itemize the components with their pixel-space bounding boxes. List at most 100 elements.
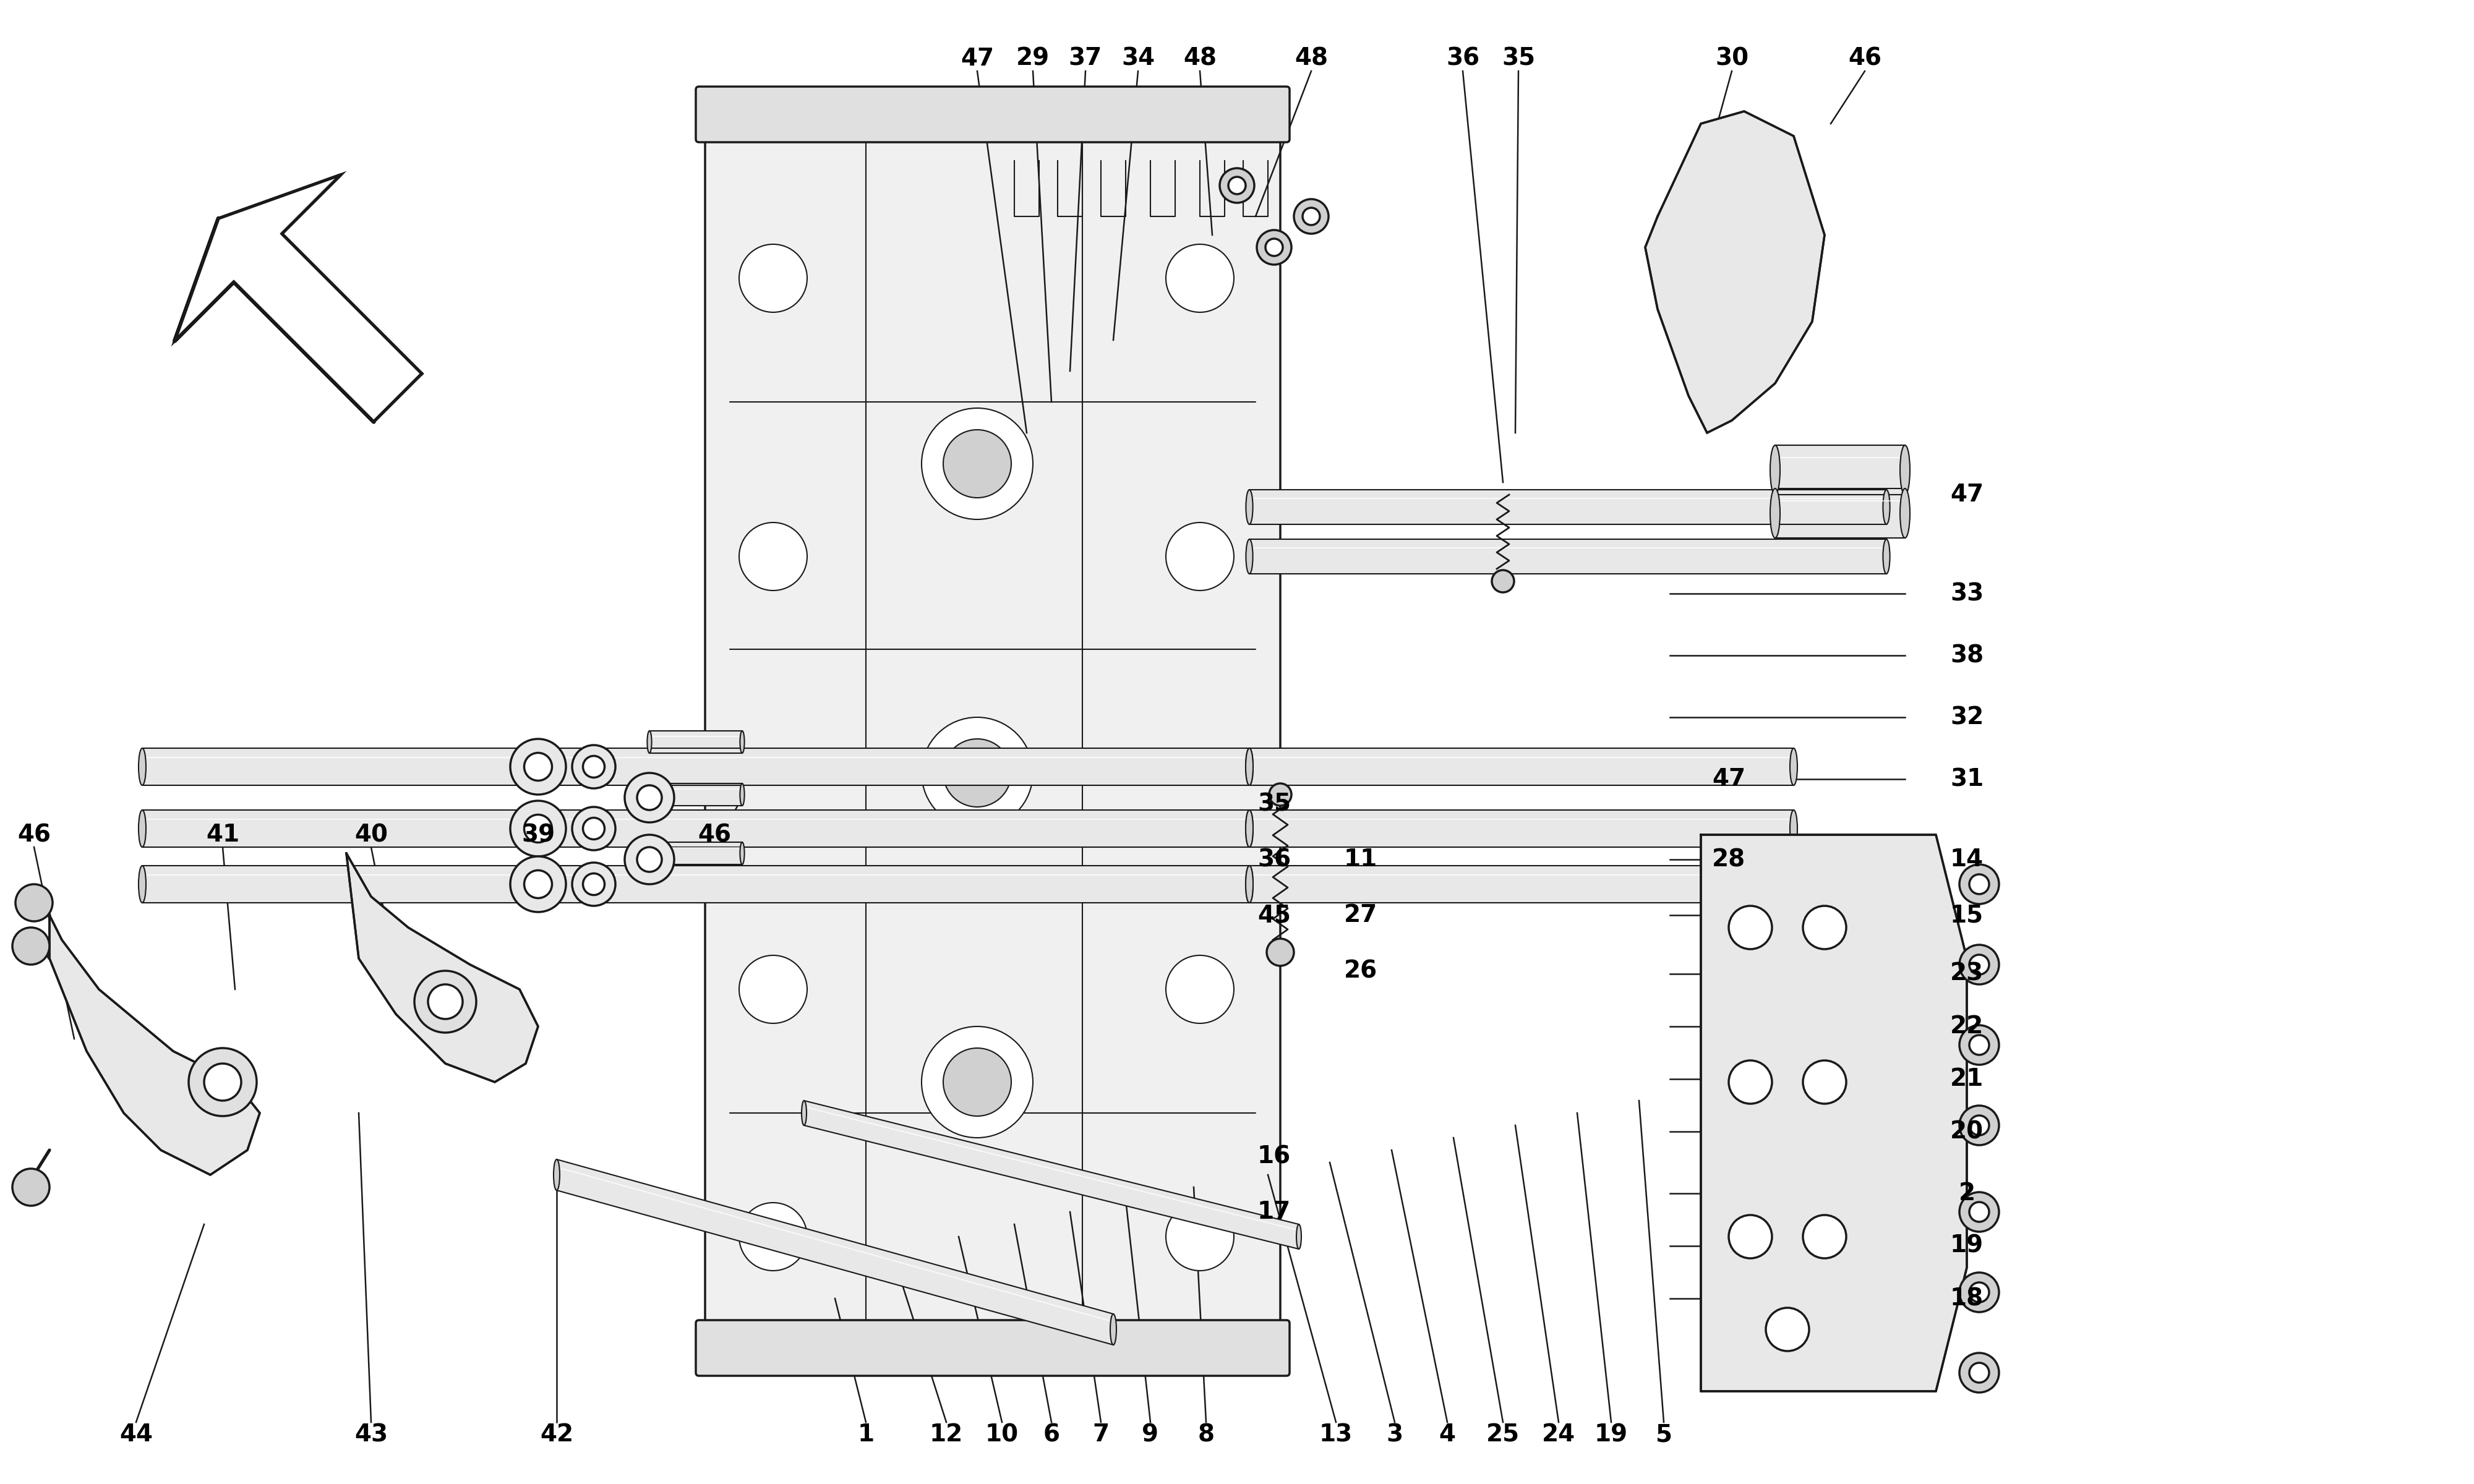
- Text: 11: 11: [1343, 847, 1378, 871]
- Circle shape: [1165, 522, 1235, 591]
- Text: 43: 43: [354, 1423, 388, 1447]
- Ellipse shape: [139, 810, 146, 847]
- Ellipse shape: [1900, 488, 1910, 537]
- Text: 47: 47: [960, 47, 995, 70]
- Ellipse shape: [1247, 539, 1252, 574]
- Ellipse shape: [1771, 445, 1781, 494]
- Text: 20: 20: [1950, 1120, 1984, 1143]
- Text: 26: 26: [1343, 959, 1378, 982]
- Circle shape: [1969, 954, 1989, 975]
- Text: 47: 47: [1950, 482, 1984, 506]
- Text: 46: 46: [1848, 47, 1883, 70]
- Text: 28: 28: [1712, 847, 1747, 871]
- Polygon shape: [346, 853, 539, 1082]
- Circle shape: [510, 801, 567, 856]
- Circle shape: [740, 1202, 807, 1270]
- Text: 8: 8: [1197, 1423, 1215, 1447]
- Circle shape: [1766, 1307, 1808, 1350]
- Circle shape: [740, 245, 807, 312]
- Text: 2: 2: [1959, 1181, 1974, 1205]
- Ellipse shape: [1791, 865, 1796, 902]
- Text: 35: 35: [1257, 792, 1291, 816]
- Ellipse shape: [1247, 810, 1254, 847]
- Circle shape: [1959, 1272, 1999, 1312]
- Text: 29: 29: [1017, 47, 1049, 70]
- Circle shape: [15, 884, 52, 922]
- Text: 6: 6: [1044, 1423, 1059, 1447]
- Text: 18: 18: [1950, 1287, 1984, 1310]
- Circle shape: [1969, 1202, 1989, 1221]
- Text: 44: 44: [119, 1423, 153, 1447]
- Text: 21: 21: [1950, 1067, 1984, 1091]
- Circle shape: [584, 755, 604, 778]
- Text: 46: 46: [17, 824, 49, 846]
- Polygon shape: [143, 865, 1249, 902]
- Ellipse shape: [139, 865, 146, 902]
- Circle shape: [1969, 1116, 1989, 1135]
- FancyBboxPatch shape: [705, 108, 1282, 1353]
- Circle shape: [1267, 938, 1294, 966]
- Polygon shape: [557, 1159, 1113, 1345]
- Polygon shape: [1249, 748, 1794, 785]
- Text: 4: 4: [1440, 1423, 1455, 1447]
- Circle shape: [1257, 230, 1291, 264]
- Circle shape: [623, 773, 673, 822]
- Circle shape: [1301, 208, 1321, 226]
- Circle shape: [524, 815, 552, 843]
- Circle shape: [571, 745, 616, 788]
- FancyBboxPatch shape: [695, 86, 1289, 142]
- Circle shape: [1269, 784, 1291, 806]
- Circle shape: [571, 862, 616, 905]
- Polygon shape: [1645, 111, 1826, 433]
- Polygon shape: [1249, 539, 1888, 574]
- Circle shape: [623, 834, 673, 884]
- Text: 19: 19: [1593, 1423, 1628, 1447]
- Text: 16: 16: [1257, 1144, 1291, 1168]
- Circle shape: [510, 856, 567, 913]
- Polygon shape: [648, 730, 742, 752]
- Circle shape: [1959, 1192, 1999, 1232]
- Circle shape: [12, 1169, 49, 1205]
- Polygon shape: [1776, 445, 1905, 494]
- Circle shape: [1729, 1215, 1771, 1258]
- Text: 33: 33: [1950, 582, 1984, 605]
- FancyBboxPatch shape: [695, 1321, 1289, 1376]
- Ellipse shape: [554, 1159, 559, 1190]
- Text: 45: 45: [1257, 904, 1291, 927]
- Ellipse shape: [1296, 1224, 1301, 1250]
- Text: 39: 39: [522, 824, 554, 846]
- Polygon shape: [1249, 810, 1794, 847]
- Ellipse shape: [1247, 810, 1254, 847]
- Ellipse shape: [1247, 490, 1252, 524]
- Circle shape: [943, 739, 1012, 807]
- Circle shape: [1804, 1061, 1846, 1104]
- Text: 35: 35: [1502, 47, 1536, 70]
- Circle shape: [1492, 570, 1514, 592]
- Text: 41: 41: [205, 824, 240, 846]
- Circle shape: [638, 785, 663, 810]
- Text: 36: 36: [1445, 47, 1479, 70]
- Circle shape: [1267, 239, 1282, 255]
- Polygon shape: [143, 748, 1249, 785]
- Ellipse shape: [740, 841, 745, 864]
- Text: 27: 27: [1343, 904, 1378, 927]
- Text: 38: 38: [1950, 644, 1984, 668]
- Circle shape: [943, 430, 1012, 497]
- Circle shape: [188, 1048, 257, 1116]
- Circle shape: [740, 956, 807, 1024]
- Text: 9: 9: [1143, 1423, 1158, 1447]
- Circle shape: [1220, 168, 1254, 203]
- Text: 12: 12: [930, 1423, 962, 1447]
- Text: 15: 15: [1950, 904, 1984, 927]
- Circle shape: [416, 971, 475, 1033]
- Polygon shape: [1702, 834, 1967, 1392]
- Circle shape: [510, 739, 567, 794]
- Ellipse shape: [139, 748, 146, 785]
- Text: 42: 42: [539, 1423, 574, 1447]
- Polygon shape: [1249, 865, 1794, 902]
- Ellipse shape: [1883, 490, 1890, 524]
- Circle shape: [920, 717, 1034, 828]
- Text: 5: 5: [1655, 1423, 1672, 1447]
- Ellipse shape: [1791, 748, 1796, 785]
- Text: 17: 17: [1257, 1201, 1291, 1224]
